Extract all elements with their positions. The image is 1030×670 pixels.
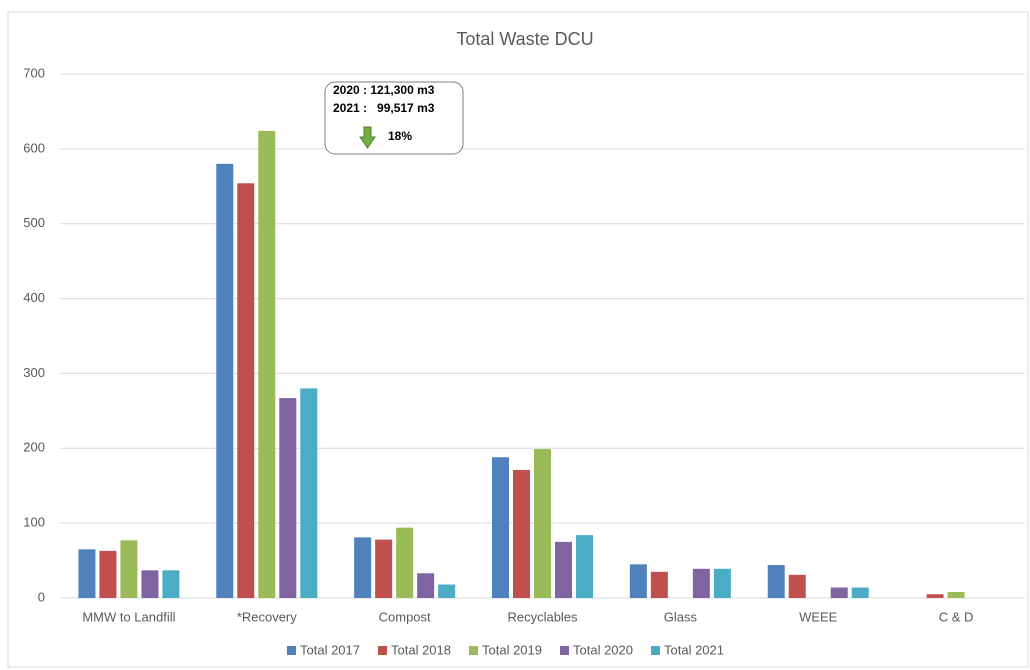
bar	[555, 541, 572, 598]
y-tick-label: 500	[23, 215, 45, 230]
callout-box	[324, 81, 464, 155]
legend-swatch	[469, 646, 478, 655]
x-tick-label: *Recovery	[237, 609, 297, 624]
legend-swatch	[560, 646, 569, 655]
bar	[162, 570, 180, 598]
bar	[78, 549, 96, 598]
y-tick-label: 0	[38, 589, 45, 604]
bar	[788, 574, 806, 598]
bar	[375, 539, 393, 598]
bar	[576, 535, 593, 598]
legend-swatch	[651, 646, 660, 655]
bar	[396, 527, 414, 598]
y-tick-label: 700	[23, 65, 45, 80]
bar	[417, 573, 435, 598]
bar	[216, 163, 234, 599]
down-arrow	[359, 126, 376, 149]
bar	[767, 565, 785, 598]
legend-swatch	[378, 646, 387, 655]
legend-label: Total 2020	[573, 642, 633, 657]
y-tick-label: 400	[23, 290, 45, 305]
bar	[300, 388, 318, 598]
y-tick-label: 300	[23, 365, 45, 380]
bar	[851, 587, 869, 598]
bar	[141, 570, 159, 598]
bar	[926, 594, 944, 598]
legend-label: Total 2019	[482, 642, 542, 657]
x-tick-label: Recyclables	[507, 609, 578, 624]
bar	[947, 592, 965, 598]
bar	[830, 587, 848, 598]
x-tick-label: C & D	[939, 609, 974, 624]
x-tick-label: Glass	[664, 609, 698, 624]
x-tick-label: MMW to Landfill	[82, 609, 175, 624]
bar	[629, 564, 647, 598]
x-tick-label: WEEE	[799, 609, 838, 624]
legend-label: Total 2018	[391, 642, 451, 657]
bar	[237, 183, 255, 598]
bar	[534, 449, 551, 598]
bar	[650, 571, 668, 598]
chart-title: Total Waste DCU	[456, 29, 593, 49]
bar	[258, 130, 276, 599]
y-tick-label: 200	[23, 440, 45, 455]
callout-line: 2020 : 121,300 m3	[333, 83, 435, 97]
bar	[492, 457, 509, 598]
legend-label: Total 2021	[664, 642, 724, 657]
bar	[713, 568, 731, 598]
bar	[692, 568, 710, 598]
bar	[99, 550, 117, 598]
bar	[279, 398, 297, 598]
callout-percent: 18%	[388, 129, 412, 143]
bar	[438, 584, 456, 598]
x-tick-label: Compost	[379, 609, 431, 624]
bar	[120, 540, 138, 598]
bar	[354, 537, 372, 598]
y-tick-label: 600	[23, 140, 45, 155]
legend-swatch	[287, 646, 296, 655]
legend-label: Total 2017	[300, 642, 360, 657]
bar	[513, 469, 530, 598]
y-tick-label: 100	[23, 515, 45, 530]
callout-line: 2021 : 99,517 m3	[333, 101, 435, 115]
